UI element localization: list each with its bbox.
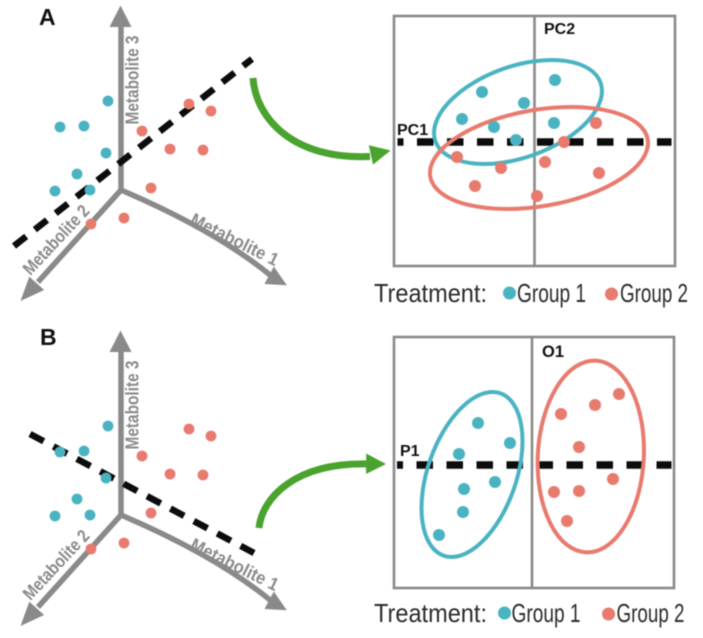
- svg-text:Treatment:: Treatment:: [374, 278, 487, 308]
- svg-text:PC2: PC2: [544, 21, 575, 38]
- svg-text:Group 1: Group 1: [517, 278, 586, 308]
- svg-text:Group 2: Group 2: [620, 278, 688, 308]
- svg-text:P1: P1: [400, 443, 420, 460]
- svg-text:O1: O1: [542, 343, 564, 361]
- svg-text:Metabolite 3: Metabolite 3: [123, 36, 143, 125]
- svg-text:Group 2: Group 2: [617, 598, 685, 628]
- svg-text:B: B: [40, 324, 57, 350]
- svg-text:Metabolite 3: Metabolite 3: [123, 361, 143, 450]
- svg-text:PC1: PC1: [397, 122, 428, 139]
- svg-text:Group 1: Group 1: [512, 598, 581, 628]
- svg-text:Treatment:: Treatment:: [374, 598, 487, 628]
- svg-text:A: A: [39, 4, 56, 30]
